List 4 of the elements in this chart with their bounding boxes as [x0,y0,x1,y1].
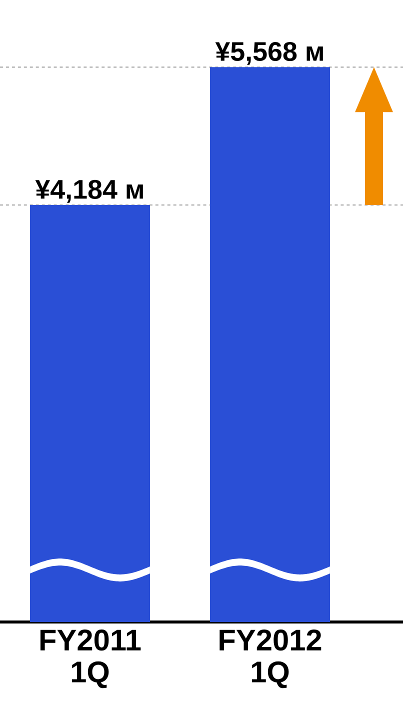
x-tick-label: FY2011 1Q [40,630,141,688]
data-label: ¥4,184 м [35,180,143,203]
data-label: ¥5,568 м [215,42,323,65]
x-tick-label: FY2012 1Q [220,630,322,688]
